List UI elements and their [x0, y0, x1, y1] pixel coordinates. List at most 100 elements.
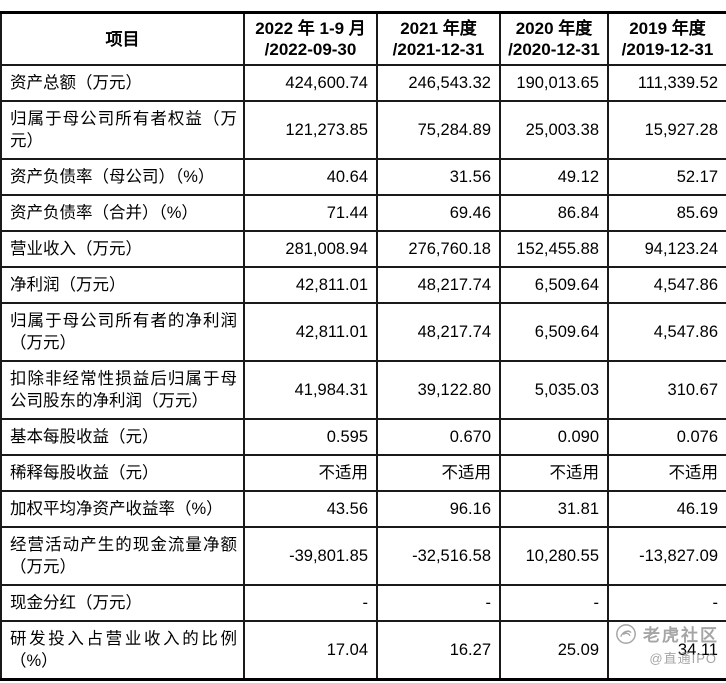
cell-value: 5,035.03 [499, 360, 609, 420]
table-row-operating-cash-flow: 经营活动产生的现金流量净额（万元） -39,801.85 -32,516.58 … [0, 526, 726, 586]
cell-value: -39,801.85 [243, 526, 378, 586]
row-label: 现金分红（万元） [0, 584, 245, 622]
row-label: 研发投入占营业收入的比例（%） [0, 620, 245, 681]
cell-value: 281,008.94 [243, 230, 378, 268]
cell-value: 46.19 [607, 490, 726, 528]
row-label: 经营活动产生的现金流量净额（万元） [0, 526, 245, 586]
cell-value: 4,547.86 [607, 302, 726, 362]
cell-value: 15,927.28 [607, 100, 726, 160]
cell-value: 75,284.89 [376, 100, 501, 160]
table-row-weighted-roe: 加权平均净资产收益率（%） 43.56 96.16 31.81 46.19 [0, 490, 726, 528]
cell-value: 25,003.38 [499, 100, 609, 160]
column-header-period: 2020 年度 [515, 19, 593, 38]
column-header-period: 2021 年度 [400, 19, 477, 38]
row-label: 稀释每股收益（元） [0, 454, 245, 492]
column-header-period: 2019 年度 [629, 19, 706, 38]
cell-value: 0.595 [243, 418, 378, 456]
row-label: 加权平均净资产收益率（%） [0, 490, 245, 528]
table-row-deducted-net-profit: 扣除非经常性损益后归属于母公司股东的净利润（万元） 41,984.31 39,1… [0, 360, 726, 420]
cell-value: 25.09 [499, 620, 609, 681]
row-label: 资产负债率（母公司）（%） [0, 158, 245, 196]
row-label: 资产负债率（合并）（%） [0, 194, 245, 232]
row-label: 资产总额（万元） [0, 64, 245, 102]
cell-value: 111,339.52 [607, 64, 726, 102]
cell-value: 0.076 [607, 418, 726, 456]
row-label: 归属于母公司所有者权益（万元） [0, 100, 245, 160]
cell-value: 17.04 [243, 620, 378, 681]
column-header-date: /2021-12-31 [392, 40, 485, 59]
table-row-debt-ratio-consolidated: 资产负债率（合并）（%） 71.44 69.46 86.84 85.69 [0, 194, 726, 232]
cell-value: 69.46 [376, 194, 501, 232]
cell-value: 85.69 [607, 194, 726, 232]
cell-value: 31.81 [499, 490, 609, 528]
cell-value: 40.64 [243, 158, 378, 196]
cell-value: 39,122.80 [376, 360, 501, 420]
table-row-net-profit: 净利润（万元） 42,811.01 48,217.74 6,509.64 4,5… [0, 266, 726, 304]
table-row-parent-equity: 归属于母公司所有者权益（万元） 121,273.85 75,284.89 25,… [0, 100, 726, 160]
table-row-rd-ratio: 研发投入占营业收入的比例（%） 17.04 16.27 25.09 34.11 [0, 620, 726, 681]
cell-value: 41,984.31 [243, 360, 378, 420]
cell-value: 121,273.85 [243, 100, 378, 160]
cell-value: 86.84 [499, 194, 609, 232]
cell-value: - [376, 584, 501, 622]
cell-value: 16.27 [376, 620, 501, 681]
cell-value: 49.12 [499, 158, 609, 196]
cell-value: 6,509.64 [499, 266, 609, 304]
cell-value: 0.090 [499, 418, 609, 456]
column-header-2021: 2021 年度 /2021-12-31 [376, 11, 501, 66]
column-header-date: /2020-12-31 [508, 40, 600, 59]
table-row-basic-eps: 基本每股收益（元） 0.595 0.670 0.090 0.076 [0, 418, 726, 456]
cell-value: - [499, 584, 609, 622]
cell-value: 10,280.55 [499, 526, 609, 586]
cell-value: 不适用 [499, 454, 609, 492]
cell-value: 42,811.01 [243, 302, 378, 362]
cell-value: -13,827.09 [607, 526, 726, 586]
cell-value: 0.670 [376, 418, 501, 456]
cell-value: 276,760.18 [376, 230, 501, 268]
cell-value: 31.56 [376, 158, 501, 196]
cell-value: 96.16 [376, 490, 501, 528]
cell-value: 42,811.01 [243, 266, 378, 304]
row-label: 归属于母公司所有者的净利润（万元） [0, 302, 245, 362]
row-label: 营业收入（万元） [0, 230, 245, 268]
cell-value: 48,217.74 [376, 302, 501, 362]
cell-value: 6,509.64 [499, 302, 609, 362]
cell-value: 43.56 [243, 490, 378, 528]
cell-value: 152,455.88 [499, 230, 609, 268]
cell-value: - [243, 584, 378, 622]
table-row-parent-net-profit: 归属于母公司所有者的净利润（万元） 42,811.01 48,217.74 6,… [0, 302, 726, 362]
row-label: 净利润（万元） [0, 266, 245, 304]
cell-value: 不适用 [243, 454, 378, 492]
cell-value: 34.11 [607, 620, 726, 681]
cell-value: 424,600.74 [243, 64, 378, 102]
row-label: 基本每股收益（元） [0, 418, 245, 456]
table-row-debt-ratio-parent: 资产负债率（母公司）（%） 40.64 31.56 49.12 52.17 [0, 158, 726, 196]
column-header-2022: 2022 年 1-9 月 /2022-09-30 [243, 11, 378, 66]
cell-value: 不适用 [376, 454, 501, 492]
cell-value: 52.17 [607, 158, 726, 196]
table-row-total-assets: 资产总额（万元） 424,600.74 246,543.32 190,013.6… [0, 64, 726, 102]
cell-value: -32,516.58 [376, 526, 501, 586]
column-header-period: 2022 年 1-9 月 [255, 19, 366, 38]
column-header-date: /2019-12-31 [621, 40, 714, 59]
cell-value: 不适用 [607, 454, 726, 492]
column-header-item: 项目 [0, 11, 245, 66]
column-header-2020: 2020 年度 /2020-12-31 [499, 11, 609, 66]
table-row-cash-dividend: 现金分红（万元） - - - - [0, 584, 726, 622]
cell-value: 310.67 [607, 360, 726, 420]
table-header-row: 项目 2022 年 1-9 月 /2022-09-30 2021 年度 /202… [0, 11, 726, 66]
column-header-date: /2022-09-30 [264, 40, 357, 59]
cell-value: 246,543.32 [376, 64, 501, 102]
row-label: 扣除非经常性损益后归属于母公司股东的净利润（万元） [0, 360, 245, 420]
table-row-diluted-eps: 稀释每股收益（元） 不适用 不适用 不适用 不适用 [0, 454, 726, 492]
cell-value: 94,123.24 [607, 230, 726, 268]
cell-value: 48,217.74 [376, 266, 501, 304]
column-header-2019: 2019 年度 /2019-12-31 [607, 11, 726, 66]
cell-value: 71.44 [243, 194, 378, 232]
table-row-revenue: 营业收入（万元） 281,008.94 276,760.18 152,455.8… [0, 230, 726, 268]
cell-value: - [607, 584, 726, 622]
cell-value: 4,547.86 [607, 266, 726, 304]
financial-summary-table: 项目 2022 年 1-9 月 /2022-09-30 2021 年度 /202… [0, 11, 726, 681]
cell-value: 190,013.65 [499, 64, 609, 102]
